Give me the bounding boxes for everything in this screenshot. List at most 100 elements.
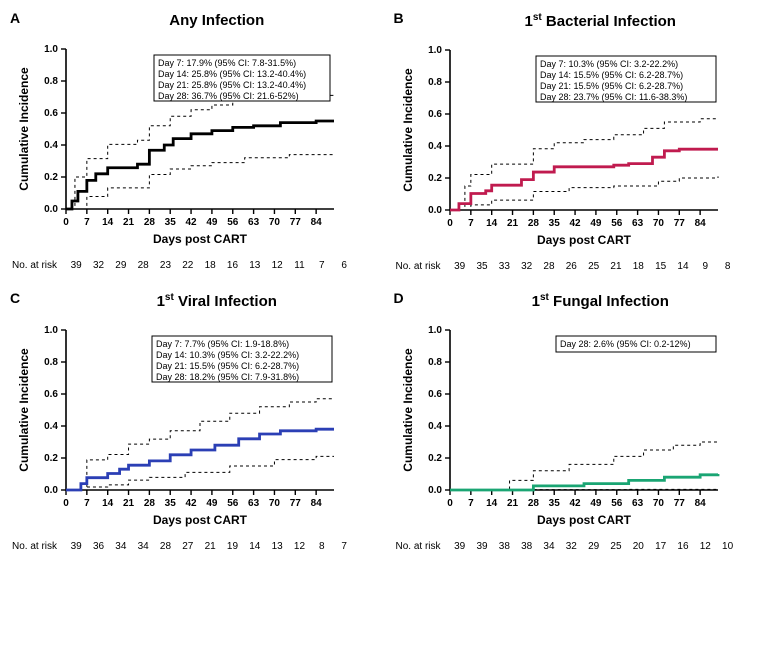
svg-text:70: 70 — [652, 218, 664, 229]
chart: 0.00.20.40.60.81.00714212835424956637077… — [14, 312, 354, 532]
panel-title: 1st Viral Infection — [40, 292, 374, 310]
svg-text:1.0: 1.0 — [44, 44, 58, 55]
svg-text:63: 63 — [632, 498, 644, 509]
no-at-risk-row: No. at risk393634342827211914131287 — [12, 541, 374, 552]
svg-text:56: 56 — [611, 498, 623, 509]
svg-text:28: 28 — [527, 498, 539, 509]
chart: 0.00.20.40.60.81.00714212835424956637077… — [398, 32, 738, 252]
svg-text:42: 42 — [569, 218, 581, 229]
svg-text:Days post CART: Days post CART — [536, 513, 631, 527]
svg-text:77: 77 — [290, 217, 302, 228]
svg-text:0.2: 0.2 — [428, 173, 442, 184]
svg-text:1.0: 1.0 — [44, 325, 58, 336]
svg-text:0.2: 0.2 — [44, 453, 58, 464]
svg-text:Day 21: 25.8% (95% CI: 13.2-40: Day 21: 25.8% (95% CI: 13.2-40.4%) — [158, 80, 306, 90]
svg-text:0.6: 0.6 — [428, 389, 442, 400]
svg-text:0.2: 0.2 — [44, 172, 58, 183]
svg-text:21: 21 — [123, 217, 135, 228]
svg-text:Day 28: 36.7% (95% CI: 21.6-52: Day 28: 36.7% (95% CI: 21.6-52%) — [158, 91, 299, 101]
svg-text:56: 56 — [611, 218, 623, 229]
svg-text:49: 49 — [206, 217, 218, 228]
svg-text:0.0: 0.0 — [428, 205, 442, 216]
svg-text:84: 84 — [311, 217, 323, 228]
svg-text:70: 70 — [269, 498, 281, 509]
svg-text:28: 28 — [144, 498, 156, 509]
svg-text:Day 28: 2.6% (95% CI: 0.2-12%): Day 28: 2.6% (95% CI: 0.2-12%) — [560, 339, 691, 349]
svg-text:63: 63 — [248, 498, 260, 509]
panel-B: B1st Bacterial Infection0.00.20.40.60.81… — [394, 10, 758, 272]
svg-text:0: 0 — [447, 218, 453, 229]
svg-text:28: 28 — [144, 217, 156, 228]
svg-text:1.0: 1.0 — [428, 325, 442, 336]
svg-text:7: 7 — [84, 217, 90, 228]
svg-text:49: 49 — [206, 498, 218, 509]
svg-text:0.8: 0.8 — [44, 357, 58, 368]
svg-text:21: 21 — [506, 498, 518, 509]
svg-text:Day 14: 15.5% (95% CI: 6.2-28.: Day 14: 15.5% (95% CI: 6.2-28.7%) — [540, 70, 683, 80]
panel-title: 1st Bacterial Infection — [424, 12, 758, 30]
svg-text:Day 7: 10.3% (95% CI: 3.2-22: Day 7: 10.3% (95% CI: 3.2-22.2%) — [540, 59, 678, 69]
panel-D: D1st Fungal Infection0.00.20.40.60.81.00… — [394, 290, 758, 552]
svg-text:0.4: 0.4 — [428, 421, 442, 432]
chart: 0.00.20.40.60.81.00714212835424956637077… — [398, 312, 738, 532]
svg-text:84: 84 — [694, 498, 706, 509]
panel-letter: A — [10, 10, 20, 26]
svg-text:Day 28: 23.7% (95% CI: 11.6-38: Day 28: 23.7% (95% CI: 11.6-38.3%) — [540, 92, 687, 102]
svg-text:Day 21: 15.5% (95% CI: 6.2-28.: Day 21: 15.5% (95% CI: 6.2-28.7%) — [156, 361, 299, 371]
svg-text:84: 84 — [311, 498, 323, 509]
svg-text:42: 42 — [186, 217, 198, 228]
no-at-risk-row: No. at risk393229282322181613121176 — [12, 260, 374, 271]
svg-text:7: 7 — [468, 498, 474, 509]
svg-text:14: 14 — [486, 498, 498, 509]
svg-text:Days post CART: Days post CART — [153, 513, 248, 527]
svg-text:Days post CART: Days post CART — [536, 233, 631, 247]
svg-text:70: 70 — [269, 217, 281, 228]
svg-text:56: 56 — [227, 498, 239, 509]
svg-text:0.0: 0.0 — [44, 485, 58, 496]
svg-text:0.4: 0.4 — [44, 421, 58, 432]
chart: 0.00.20.40.60.81.00714212835424956637077… — [14, 31, 354, 251]
svg-text:Day 14: 25.8% (95% CI: 13.2-40: Day 14: 25.8% (95% CI: 13.2-40.4%) — [158, 69, 306, 79]
svg-text:Day 21: 15.5% (95% CI: 6.2-28.: Day 21: 15.5% (95% CI: 6.2-28.7%) — [540, 81, 683, 91]
no-at-risk-row: No. at risk39393838343229252017161210 — [396, 541, 758, 552]
svg-text:84: 84 — [694, 218, 706, 229]
svg-text:0.0: 0.0 — [44, 204, 58, 215]
svg-text:28: 28 — [527, 218, 539, 229]
svg-text:77: 77 — [673, 498, 685, 509]
svg-text:0.6: 0.6 — [428, 109, 442, 120]
svg-text:7: 7 — [468, 218, 474, 229]
svg-text:0: 0 — [63, 498, 69, 509]
svg-text:0.2: 0.2 — [428, 453, 442, 464]
svg-text:70: 70 — [652, 498, 664, 509]
svg-text:21: 21 — [123, 498, 135, 509]
svg-text:0.6: 0.6 — [44, 389, 58, 400]
svg-text:14: 14 — [102, 498, 114, 509]
incidence-curve — [450, 474, 718, 490]
incidence-curve — [66, 121, 334, 209]
svg-text:0.8: 0.8 — [44, 76, 58, 87]
svg-text:Days post CART: Days post CART — [153, 232, 248, 246]
svg-text:Day 28: 18.2% (95% CI: 7.9-31.: Day 28: 18.2% (95% CI: 7.9-31.8%) — [156, 372, 299, 382]
svg-text:0.8: 0.8 — [428, 357, 442, 368]
svg-text:63: 63 — [632, 218, 644, 229]
panel-letter: C — [10, 290, 20, 306]
svg-text:35: 35 — [165, 498, 177, 509]
svg-text:0.6: 0.6 — [44, 108, 58, 119]
svg-text:Cumulative Incidence: Cumulative Incidence — [401, 68, 415, 192]
svg-text:49: 49 — [590, 218, 602, 229]
incidence-curve — [450, 149, 718, 210]
svg-text:Day 7: 17.9% (95% CI: 7.8-31: Day 7: 17.9% (95% CI: 7.8-31.5%) — [158, 58, 296, 68]
svg-text:49: 49 — [590, 498, 602, 509]
panel-title: 1st Fungal Infection — [424, 292, 758, 310]
panel-title: Any Infection — [40, 12, 374, 29]
svg-text:63: 63 — [248, 217, 260, 228]
panel-letter: B — [394, 10, 404, 26]
svg-text:Cumulative Incidence: Cumulative Incidence — [401, 348, 415, 472]
svg-text:35: 35 — [548, 498, 560, 509]
svg-text:7: 7 — [84, 498, 90, 509]
panel-letter: D — [394, 290, 404, 306]
svg-text:35: 35 — [165, 217, 177, 228]
svg-text:0.4: 0.4 — [428, 141, 442, 152]
svg-text:0: 0 — [63, 217, 69, 228]
svg-text:0.8: 0.8 — [428, 77, 442, 88]
